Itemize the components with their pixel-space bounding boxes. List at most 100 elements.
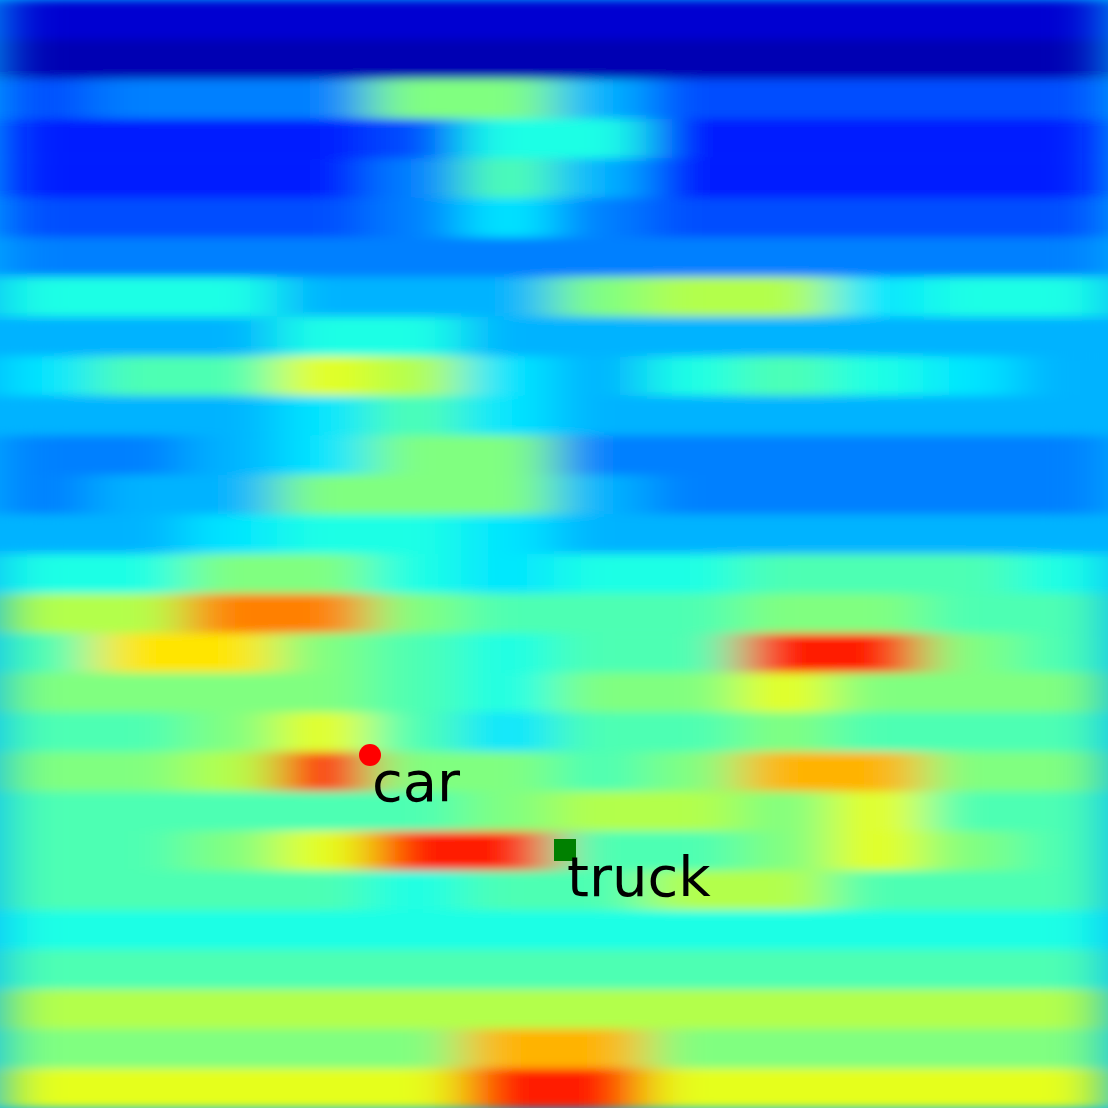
heatmap-cell xyxy=(92,396,185,436)
heatmap-cell xyxy=(554,317,647,357)
heatmap-cell xyxy=(554,435,647,475)
heatmap-cell xyxy=(1016,435,1108,475)
heatmap-cell xyxy=(831,1068,924,1108)
heatmap-cell xyxy=(0,633,93,673)
heatmap-cell xyxy=(831,317,924,357)
heatmap-cell xyxy=(0,752,93,792)
heatmap-cell xyxy=(0,791,93,831)
plot-area xyxy=(0,0,1108,1108)
heatmap-cell xyxy=(462,317,555,357)
heatmap-cell xyxy=(831,633,924,673)
heatmap-cell xyxy=(0,514,93,554)
heatmap-cell xyxy=(92,989,185,1029)
heatmap-cell xyxy=(1016,752,1108,792)
heatmap-cell xyxy=(92,237,185,277)
heatmap-cell xyxy=(1016,633,1108,673)
heatmap-cell xyxy=(831,0,924,40)
heatmap-cell xyxy=(185,989,278,1029)
heatmap-cell xyxy=(92,752,185,792)
heatmap-cell xyxy=(462,594,555,634)
heatmap-cell xyxy=(831,910,924,950)
heatmap-cell xyxy=(739,712,832,752)
heatmap-cell xyxy=(923,950,1016,990)
heatmap-cell xyxy=(277,554,370,594)
heatmap-cell xyxy=(554,514,647,554)
heatmap-cell xyxy=(1016,673,1108,713)
heatmap-cell xyxy=(185,594,278,634)
heatmap-cell xyxy=(1016,1029,1108,1069)
heatmap-cell xyxy=(0,673,93,713)
heatmap-cell xyxy=(92,1068,185,1108)
heatmap-cell xyxy=(0,79,93,119)
heatmap-cell xyxy=(462,633,555,673)
heatmap-cell xyxy=(831,554,924,594)
heatmap-cell xyxy=(646,79,739,119)
heatmap-cell xyxy=(462,910,555,950)
heatmap-cell xyxy=(739,594,832,634)
heatmap-cell xyxy=(554,0,647,40)
heatmap-cell xyxy=(831,514,924,554)
heatmap-cell xyxy=(369,712,462,752)
heatmap-cell xyxy=(369,0,462,40)
heatmap-cell xyxy=(462,514,555,554)
heatmap-cell xyxy=(92,40,185,80)
heatmap-cell xyxy=(462,0,555,40)
heatmap-cell xyxy=(739,1068,832,1108)
heatmap-cell xyxy=(92,633,185,673)
heatmap-cell xyxy=(646,712,739,752)
heatmap-cell xyxy=(185,673,278,713)
heatmap-cell xyxy=(1016,475,1108,515)
heatmap-cell xyxy=(831,594,924,634)
heatmap-cell xyxy=(1016,317,1108,357)
heatmap-cell xyxy=(462,791,555,831)
heatmap-cell xyxy=(0,277,93,317)
heatmap-cell xyxy=(369,396,462,436)
heatmap-cell xyxy=(1016,396,1108,436)
heatmap-cell xyxy=(1016,871,1108,911)
heatmap-cell xyxy=(831,79,924,119)
heatmap-cell xyxy=(1016,237,1108,277)
heatmap-cell xyxy=(554,237,647,277)
heatmap-cell xyxy=(0,554,93,594)
heatmap-cell xyxy=(923,119,1016,159)
heatmap-cell xyxy=(92,673,185,713)
heatmap-cell xyxy=(185,79,278,119)
heatmap-cell xyxy=(92,594,185,634)
heatmap-cell xyxy=(739,554,832,594)
heatmap-cell xyxy=(277,712,370,752)
heatmap-cell xyxy=(185,277,278,317)
heatmap-cell xyxy=(0,712,93,752)
heatmap-cell xyxy=(923,277,1016,317)
heatmap-cell xyxy=(1016,198,1108,238)
heatmap-cell xyxy=(923,989,1016,1029)
heatmap-cells xyxy=(0,0,1108,1108)
heatmap-cell xyxy=(185,119,278,159)
heatmap-cell xyxy=(739,198,832,238)
heatmap-cell xyxy=(92,475,185,515)
heatmap-cell xyxy=(923,0,1016,40)
heatmap-cell xyxy=(92,1029,185,1069)
heatmap-cell xyxy=(1016,356,1108,396)
heatmap-cell xyxy=(923,396,1016,436)
heatmap-cell xyxy=(1016,989,1108,1029)
heatmap-cell xyxy=(462,237,555,277)
heatmap-cell xyxy=(369,594,462,634)
heatmap-cell xyxy=(277,1029,370,1069)
heatmap-cell xyxy=(277,237,370,277)
heatmap-cell xyxy=(646,554,739,594)
heatmap-cell xyxy=(923,40,1016,80)
heatmap-cell xyxy=(277,396,370,436)
heatmap-cell xyxy=(92,871,185,911)
heatmap-cell xyxy=(185,158,278,198)
heatmap-cell xyxy=(92,712,185,752)
heatmap-cell xyxy=(831,277,924,317)
heatmap-cell xyxy=(277,435,370,475)
heatmap-cell xyxy=(277,1068,370,1108)
heatmap-cell xyxy=(369,950,462,990)
heatmap-cell xyxy=(554,1029,647,1069)
heatmap-cell xyxy=(923,158,1016,198)
heatmap-cell xyxy=(0,158,93,198)
heatmap-cell xyxy=(646,475,739,515)
heatmap-cell xyxy=(554,198,647,238)
heatmap-cell xyxy=(185,317,278,357)
